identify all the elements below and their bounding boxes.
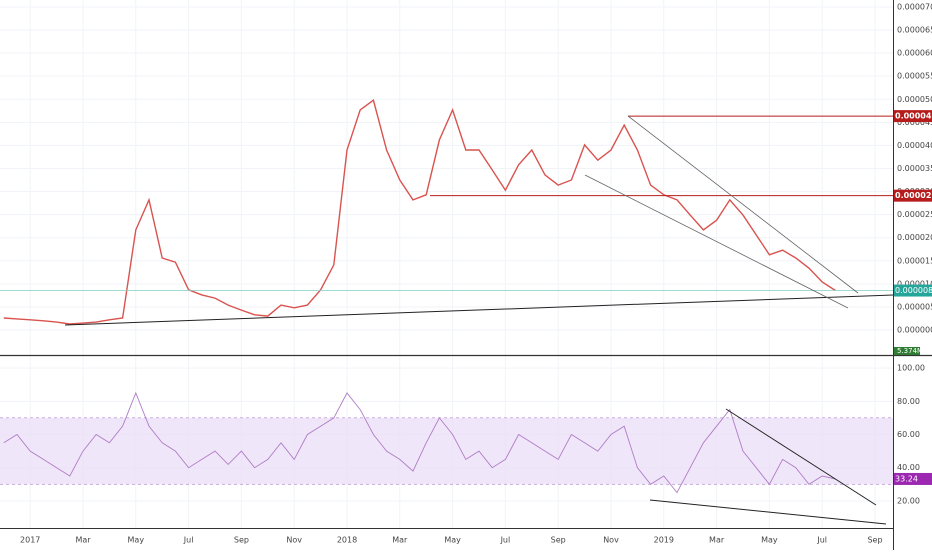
y-tick-label: 0.00005000 — [897, 95, 932, 104]
x-tick-label: Jul — [500, 536, 511, 545]
y-tick-label: 0.00001500 — [897, 256, 932, 265]
x-tick-label: Jul — [183, 536, 194, 545]
last-value-label: 0.00000855 — [895, 286, 932, 295]
x-tick-label: Mar — [75, 536, 91, 545]
axis-labels: 2017 Mar May Jul Sep Nov 2018 Mar May Jul Sep Nov 20… — [20, 2, 932, 545]
x-tick-label: May — [444, 536, 461, 545]
level-label-box — [894, 110, 932, 123]
series-line — [3, 99, 836, 325]
trend-line — [64, 294, 894, 326]
last-value-box — [894, 472, 932, 485]
y-tick-label: 0.00001000 — [897, 279, 932, 288]
y-tick-label: 0.00000000 — [897, 325, 932, 334]
series-line — [3, 391, 836, 494]
rsi-trend-line — [649, 499, 887, 525]
y-tick-label: 100.00 — [897, 364, 925, 373]
x-tick-label: May — [128, 536, 145, 545]
volume-label-box — [894, 347, 920, 355]
y-tick-label: 0.00006500 — [897, 26, 932, 35]
y-tick-label: 0.00002000 — [897, 233, 932, 242]
last-value-label: 33.24 — [895, 474, 918, 483]
y-tick-label: 0.00004500 — [897, 118, 932, 127]
x-tick-label: Mar — [709, 536, 725, 545]
last-value-box — [894, 284, 932, 297]
y-tick-label: 0.00003500 — [897, 164, 932, 173]
rsi-band — [0, 417, 893, 485]
y-tick-label: 0.00004000 — [897, 141, 932, 150]
y-tick-label: 0.00006000 — [897, 49, 932, 58]
y-tick-label: 0.00005500 — [897, 72, 932, 81]
y-tick-label: 60.00 — [897, 430, 920, 439]
volume-label: 5.374M — [897, 347, 923, 355]
x-tick-label: 2018 — [337, 536, 357, 545]
level-label-box — [894, 189, 932, 202]
level-label: 0.00004635 — [895, 112, 932, 121]
y-tick-label: 80.00 — [897, 397, 920, 406]
x-tick-label: Jul — [816, 536, 827, 545]
rsi-trend-line — [725, 408, 877, 506]
trend-line — [584, 174, 849, 309]
x-tick-label: May — [761, 536, 778, 545]
y-tick-label: 20.00 — [897, 496, 920, 505]
x-tick-label: Mar — [392, 536, 408, 545]
trend-line — [627, 115, 859, 294]
x-tick-label: Nov — [286, 536, 302, 545]
x-tick-label: Sep — [867, 536, 882, 545]
y-tick-label: 0.00007000 — [897, 2, 932, 11]
level-label: 0.00002911 — [895, 191, 932, 200]
y-tick-label: 0.00002500 — [897, 210, 932, 219]
x-tick-label: 2017 — [20, 536, 40, 545]
x-tick-label: Nov — [603, 536, 619, 545]
y-tick-label: 40.00 — [897, 463, 920, 472]
plot — [0, 99, 893, 494]
x-tick-label: Sep — [234, 536, 249, 545]
y-tick-label: 0.00000500 — [897, 302, 932, 311]
x-tick-label: Sep — [551, 536, 566, 545]
x-tick-label: 2019 — [654, 536, 674, 545]
